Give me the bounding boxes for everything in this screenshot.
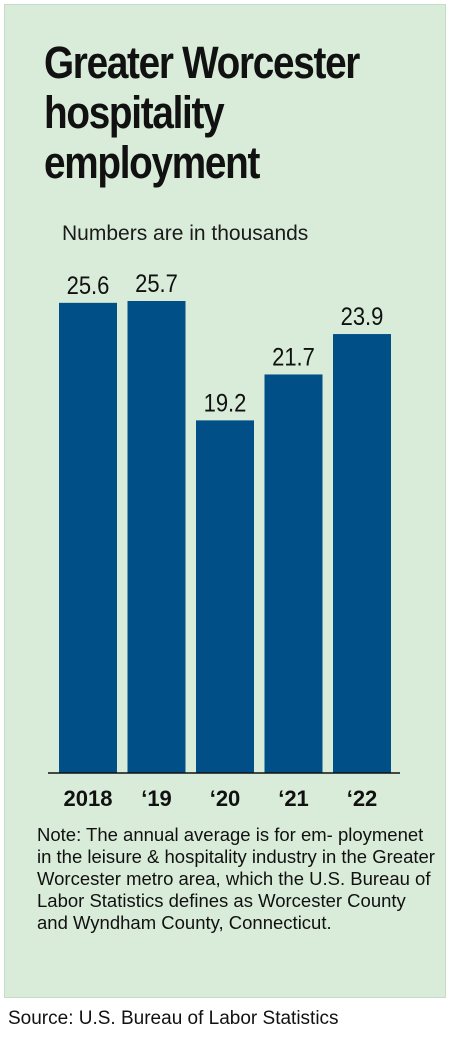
value-label-1: 25.7	[135, 270, 178, 298]
bar-3	[264, 374, 323, 773]
bar-0	[59, 302, 117, 773]
x-tick-label-3: ‘21	[278, 786, 309, 811]
bar-1	[127, 301, 186, 773]
chart-subtitle: Numbers are in thousands	[62, 222, 309, 245]
value-labels-group: 25.6 25.7 19.2 21.7 23.9	[67, 270, 384, 417]
bars-group	[59, 301, 391, 773]
value-label-0: 25.6	[67, 272, 110, 300]
bar-4	[333, 334, 391, 773]
bar-chart: 25.6 25.7 19.2 21.7 23.9 2018 ‘19 ‘20 ‘21 ‘22	[48, 270, 400, 811]
chart-title: Greater Worcester hospitality employment	[44, 38, 379, 188]
x-tick-labels-group: 2018 ‘19 ‘20 ‘21 ‘22	[64, 786, 378, 811]
source-text: Source: U.S. Bureau of Labor Statistics	[8, 1008, 339, 1029]
bar-2	[196, 420, 254, 773]
x-tick-label-4: ‘22	[347, 786, 378, 811]
title-line-2: hospitality	[44, 87, 225, 138]
title-line-3: employment	[44, 137, 260, 188]
x-tick-label-1: ‘19	[141, 786, 172, 811]
value-label-4: 23.9	[341, 303, 384, 331]
x-tick-label-2: ‘20	[210, 786, 241, 811]
value-label-3: 21.7	[272, 343, 315, 371]
x-tick-label-0: 2018	[64, 786, 113, 811]
value-label-2: 19.2	[204, 389, 247, 417]
title-line-1: Greater Worcester	[44, 37, 360, 88]
note-text: Note: The annual average is for em- ploy…	[37, 824, 435, 933]
